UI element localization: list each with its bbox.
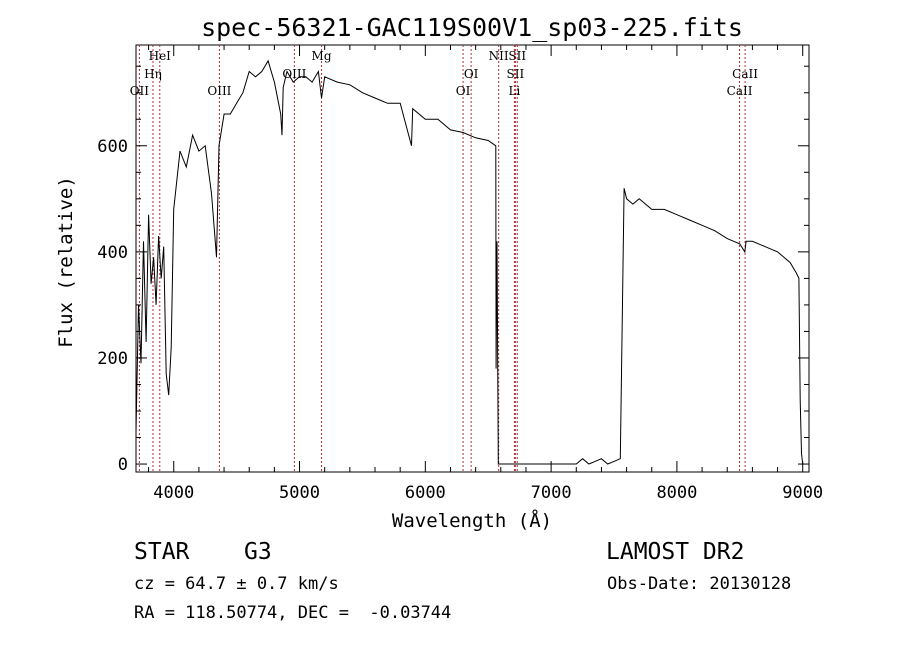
x-tick-label: 9000 bbox=[782, 483, 823, 503]
chart-title: spec-56321-GAC119S00V1_sp03-225.fits bbox=[201, 13, 743, 42]
line-label-oii: OII bbox=[130, 84, 150, 98]
y-tick-label: 0 bbox=[118, 455, 128, 475]
y-axis-ticks: 0 200 400 600 bbox=[97, 65, 809, 475]
line-label-oiii: OIII bbox=[282, 67, 306, 81]
line-label-oiii: OIII bbox=[207, 84, 231, 98]
redshift-cz: cz = 64.7 ± 0.7 km/s bbox=[134, 574, 339, 594]
y-tick-label: 400 bbox=[97, 243, 128, 263]
x-tick-label: 6000 bbox=[405, 483, 446, 503]
x-tick-label: 4000 bbox=[153, 483, 194, 503]
x-tick-label: 7000 bbox=[531, 483, 572, 503]
x-tick-label: 5000 bbox=[279, 483, 320, 503]
emission-line-labels: OII Hη HeI OIII OIII Mg OI OI NII Li SII SII CaII CaI… bbox=[130, 49, 759, 98]
line-label-mg: Mg bbox=[312, 49, 332, 63]
line-label-hei: HeI bbox=[149, 49, 172, 63]
y-tick-label: 200 bbox=[97, 349, 128, 369]
line-label-li: Li bbox=[508, 84, 520, 98]
line-label-oi: OI bbox=[456, 84, 471, 98]
line-label-sii: SII bbox=[507, 67, 525, 81]
line-label-oi: OI bbox=[464, 67, 479, 81]
spectrum-line bbox=[135, 59, 804, 465]
x-axis-label: Wavelength (Å) bbox=[392, 509, 552, 532]
object-class: STAR bbox=[134, 539, 190, 565]
line-label-hη: Hη bbox=[144, 67, 162, 81]
emission-line-markers bbox=[138, 45, 746, 472]
object-subclass: G3 bbox=[244, 539, 272, 565]
x-axis-ticks: 4000 5000 6000 7000 8000 9000 bbox=[148, 45, 823, 503]
line-label-caii: CaII bbox=[732, 67, 758, 81]
line-label-nii: NII bbox=[489, 49, 509, 63]
x-tick-label: 8000 bbox=[656, 483, 697, 503]
ra-dec-coordinates: RA = 118.50774, DEC = -0.03744 bbox=[134, 603, 452, 623]
plot-frame bbox=[135, 44, 810, 473]
y-tick-label: 600 bbox=[97, 137, 128, 157]
line-label-caii: CaII bbox=[727, 84, 753, 98]
survey-name: LAMOST DR2 bbox=[606, 539, 745, 565]
y-axis-label: Flux (relative) bbox=[55, 176, 77, 348]
line-label-sii: SII bbox=[508, 49, 526, 63]
observation-date: Obs-Date: 20130128 bbox=[607, 574, 792, 594]
